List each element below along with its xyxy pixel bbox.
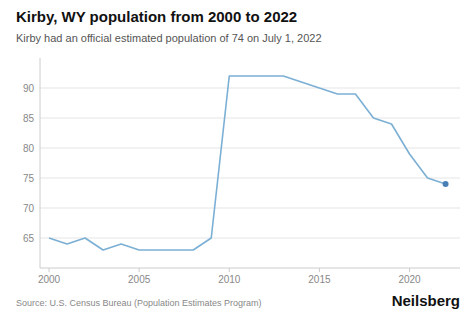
x-tick — [319, 268, 320, 272]
y-tick-label: 80 — [23, 143, 35, 154]
chart: Kirby, WY population from 2000 to 2022 Ki… — [0, 0, 474, 316]
grid-line — [40, 148, 460, 149]
x-tick — [139, 268, 140, 272]
y-tick-label: 85 — [23, 113, 35, 124]
point — [443, 181, 449, 187]
y-axis — [40, 58, 41, 268]
x-tick — [229, 268, 230, 272]
x-tick — [49, 268, 50, 272]
x-tick-label: 2020 — [398, 274, 421, 285]
title: Kirby, WY population from 2000 to 2022 — [16, 8, 297, 25]
y-tick-label: 70 — [23, 203, 35, 214]
y-tick-label: 75 — [23, 173, 35, 184]
chart-container: Kirby, WY population from 2000 to 2022 Ki… — [0, 0, 474, 316]
x-tick-label: 2015 — [308, 274, 331, 285]
grid-line — [40, 238, 460, 239]
brand: Neilsberg — [392, 292, 460, 309]
grid-line — [40, 178, 460, 179]
x-axis — [40, 268, 460, 269]
source: Source: U.S. Census Bureau (Population E… — [16, 298, 262, 308]
grid — [40, 88, 460, 238]
y-tick-label: 65 — [23, 233, 35, 244]
grid-line — [40, 88, 460, 89]
x-tick — [409, 268, 410, 272]
subtitle: Kirby had an official estimated populati… — [16, 32, 322, 44]
line — [49, 76, 446, 250]
x-tick-label: 2010 — [218, 274, 241, 285]
y-tick-label: 90 — [23, 83, 35, 94]
x-tick-label: 2005 — [128, 274, 151, 285]
grid-line — [40, 208, 460, 209]
plot-area — [49, 76, 449, 250]
grid-line — [40, 118, 460, 119]
x-tick-label: 2000 — [38, 274, 61, 285]
